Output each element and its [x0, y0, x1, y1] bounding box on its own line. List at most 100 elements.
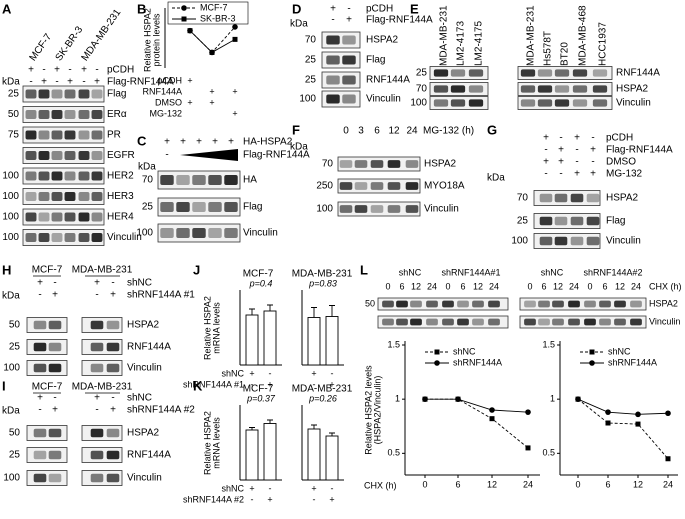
band: [537, 85, 553, 93]
band: [78, 110, 90, 119]
condition-sign: 24: [489, 281, 499, 291]
band: [520, 69, 536, 77]
condition-sign: +: [543, 157, 549, 168]
lane-header: MDA-MB-468: [578, 5, 589, 66]
panel-label: D: [292, 1, 301, 16]
y-axis-label: mRNA levels: [211, 417, 221, 469]
band: [472, 318, 484, 326]
band: [90, 342, 104, 352]
band: [192, 174, 206, 186]
band: [426, 318, 438, 326]
series-line: [577, 398, 669, 460]
chart-title: MDA-MB-231: [292, 384, 353, 395]
condition-sign: -: [269, 483, 272, 493]
band: [25, 151, 37, 160]
lane-header: MDA-MB-231: [72, 265, 133, 276]
band: [91, 171, 103, 181]
annotation: p=0.26: [308, 393, 337, 403]
lane-header: LM2-4175: [474, 21, 485, 66]
lane-header: HCC1937: [598, 22, 609, 66]
condition-sign: +: [574, 133, 580, 144]
y-tick-label: 1.5: [387, 339, 400, 349]
band: [520, 99, 536, 107]
condition-sign: -: [331, 15, 334, 26]
band: [33, 363, 47, 373]
condition-name: shNC: [221, 483, 244, 493]
band: [614, 318, 626, 326]
error-bar: [267, 304, 273, 311]
band: [64, 233, 76, 242]
point: [187, 28, 193, 34]
y-tick-label: 1.5: [542, 339, 555, 349]
y-tick-label: 0.5: [387, 448, 400, 458]
kda-marker: 70: [517, 193, 529, 204]
band: [410, 318, 422, 326]
panel-label: H: [2, 262, 11, 277]
condition-sign: +: [209, 97, 214, 107]
y-axis-label: (HSPA2/Vinculin): [372, 376, 382, 445]
band-name: HSPA2: [366, 35, 398, 46]
band: [342, 55, 356, 65]
band: [405, 182, 419, 190]
condition-sign: -: [42, 65, 45, 76]
kda-marker: 50: [365, 298, 375, 308]
condition-sign: +: [94, 393, 100, 404]
point: [489, 407, 495, 413]
band: [339, 182, 353, 190]
lane-header: Hs578T: [543, 31, 554, 66]
error-bar: [329, 305, 335, 317]
y-axis-label: Relative HSPA2 levels: [363, 365, 373, 455]
band-name: Vinculin: [649, 316, 680, 326]
annotation: p=0.83: [308, 278, 337, 288]
band: [51, 110, 63, 119]
x-tick-label: 6: [455, 479, 460, 489]
band-name: Vinculin: [616, 98, 651, 109]
band: [64, 89, 76, 99]
condition-sign: -: [165, 150, 168, 161]
band: [552, 318, 564, 326]
band: [382, 300, 394, 308]
condition-sign: -: [544, 169, 547, 180]
band: [539, 193, 553, 203]
panel-label: A: [2, 1, 12, 16]
kda-marker: 50: [9, 428, 21, 439]
condition-sign: -: [591, 157, 594, 168]
condition-sign: -: [95, 290, 98, 301]
kda-marker: 50: [9, 320, 21, 331]
band: [25, 110, 37, 119]
condition-sign: +: [228, 137, 234, 148]
condition-sign: +: [180, 137, 186, 148]
kda-marker: 100: [316, 204, 333, 215]
condition-sign: 12: [411, 281, 421, 291]
kda-label: kDa: [487, 173, 505, 184]
band: [51, 89, 63, 99]
kda-label: kDa: [2, 77, 20, 88]
blot-strip: [22, 126, 105, 144]
band: [192, 227, 206, 239]
condition-name: pCDH: [606, 133, 633, 144]
band: [160, 174, 174, 186]
band: [48, 450, 62, 460]
kda-marker: 75: [8, 130, 20, 141]
legend-marker: [589, 360, 595, 366]
bar: [245, 314, 259, 366]
condition-sign: -: [95, 405, 98, 416]
bar: [325, 316, 339, 366]
condition-sign: -: [82, 77, 85, 88]
band: [554, 236, 568, 246]
band: [48, 320, 62, 330]
band: [78, 192, 90, 201]
point: [455, 396, 461, 402]
band: [524, 300, 536, 308]
series-line: [425, 398, 529, 413]
legend-marker: [589, 349, 595, 355]
band: [64, 110, 76, 119]
band: [33, 450, 47, 460]
kda-marker: 100: [3, 473, 20, 484]
condition-sign: +: [37, 278, 43, 289]
point: [209, 49, 215, 55]
band: [38, 192, 50, 201]
condition-sign: +: [311, 368, 316, 378]
